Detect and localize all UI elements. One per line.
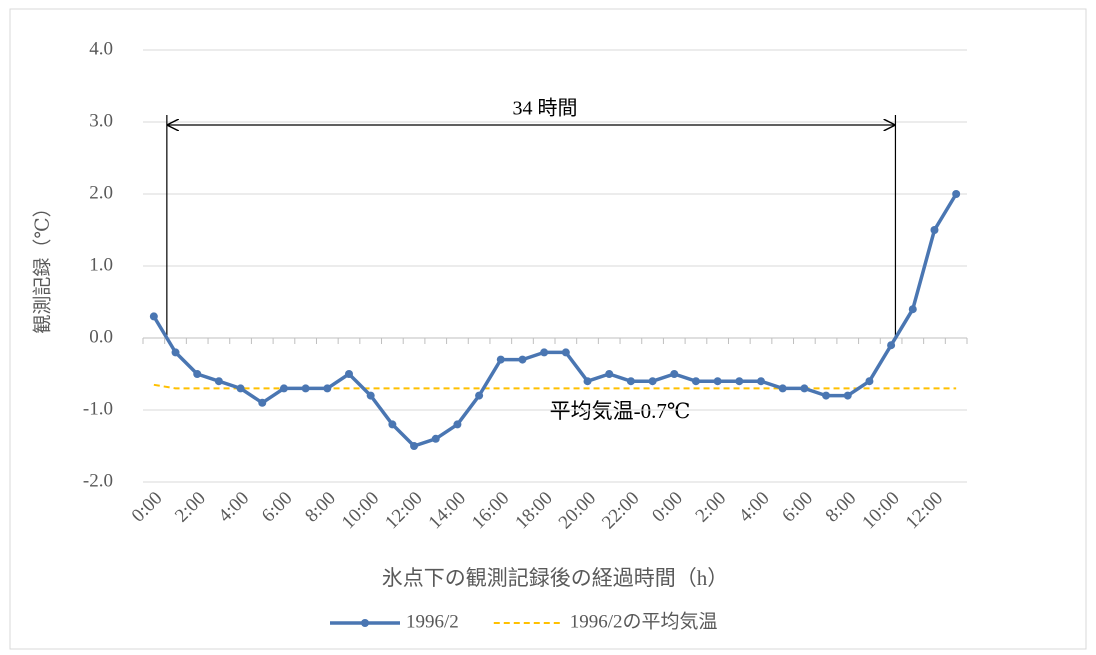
point	[301, 384, 310, 393]
point	[410, 442, 419, 450]
point	[865, 377, 874, 386]
chart-frame	[9, 8, 1087, 650]
y-tick-label: 2.0	[89, 182, 113, 203]
point	[670, 370, 679, 378]
y-tick-label: -2.0	[83, 470, 113, 491]
point	[626, 377, 635, 386]
legend-label: 1996/2	[406, 611, 459, 632]
y-tick-label: 0.0	[89, 326, 113, 347]
point	[193, 370, 202, 378]
point	[778, 384, 787, 393]
point	[475, 391, 484, 400]
point	[388, 420, 397, 429]
annotation: 34 時間	[513, 97, 578, 120]
point	[735, 377, 744, 386]
point	[258, 398, 267, 407]
point	[214, 377, 223, 386]
point	[822, 391, 831, 400]
point	[605, 370, 614, 378]
point	[453, 420, 462, 429]
point	[691, 377, 700, 386]
y-tick-label: 4.0	[89, 38, 113, 59]
point	[518, 355, 527, 364]
point	[171, 348, 180, 357]
point	[149, 312, 158, 321]
y-axis-title: 観測記録（℃）	[31, 198, 53, 333]
point	[757, 377, 765, 386]
point	[713, 377, 722, 386]
point	[496, 355, 505, 364]
point	[648, 377, 657, 386]
legend-label: 1996/2の平均気温	[570, 610, 718, 632]
point	[887, 341, 896, 350]
point	[431, 434, 440, 443]
legend-marker	[361, 619, 369, 627]
point	[366, 391, 375, 400]
point	[561, 348, 570, 357]
point	[279, 384, 288, 393]
point	[800, 384, 809, 393]
point	[345, 370, 353, 378]
point	[323, 384, 332, 393]
point	[843, 391, 852, 400]
x-axis-title: 氷点下の観測記録後の経過時間（h）	[382, 566, 729, 590]
y-tick-label: 1.0	[89, 254, 113, 275]
point	[540, 348, 549, 357]
y-tick-label: -1.0	[83, 398, 113, 419]
point	[952, 190, 961, 198]
point	[930, 226, 939, 234]
y-tick-label: 3.0	[89, 110, 113, 131]
point	[908, 305, 917, 314]
annotation: 平均気温-0.7℃	[550, 399, 691, 423]
point	[583, 377, 592, 386]
point	[236, 384, 245, 393]
